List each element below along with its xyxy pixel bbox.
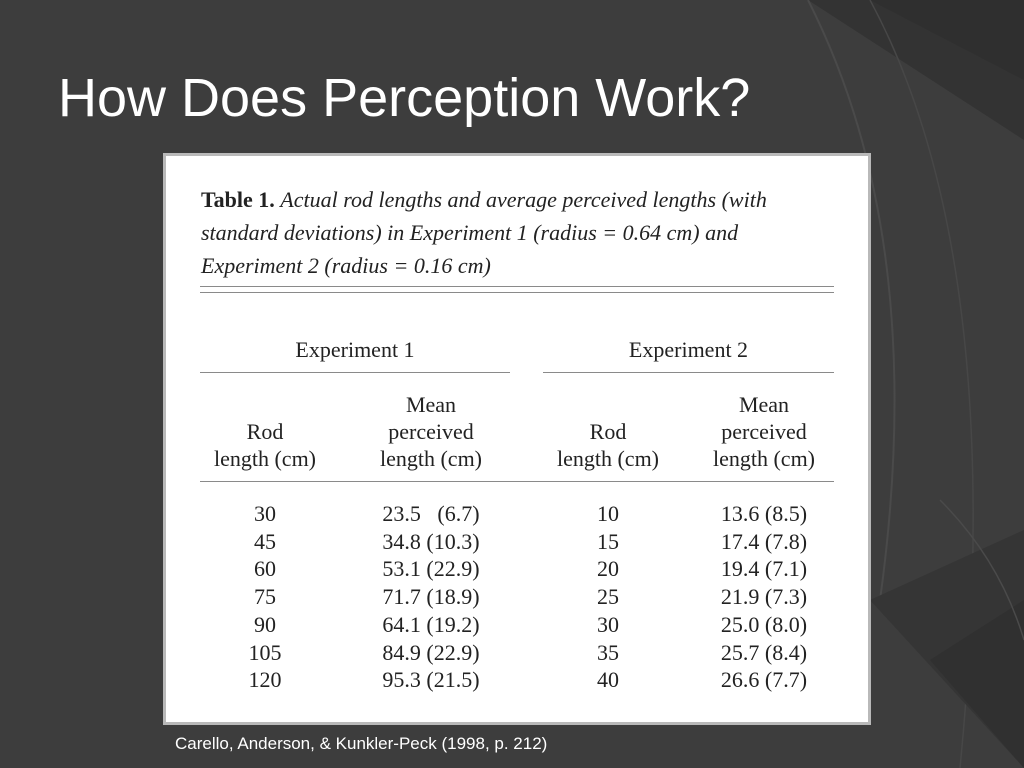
table-cell: 45 <box>254 528 276 554</box>
column-header-rod-length-2: Rod length (cm) <box>556 419 660 471</box>
table-cell: 95.3 (21.5) <box>382 667 480 693</box>
table-cell: 40 <box>597 667 619 693</box>
group-header-experiment-2: Experiment 2 <box>628 337 749 362</box>
table-caption-text: Actual rod lengths and average perceived… <box>201 187 767 278</box>
group-rule-experiment-2 <box>543 372 834 373</box>
table-cell: 105 <box>248 639 282 665</box>
table-figure: Table 1. Actual rod lengths and average … <box>163 153 871 725</box>
table-caption-label: Table 1. <box>201 187 275 212</box>
table-cell: 53.1 (22.9) <box>382 556 480 582</box>
table-cell: 13.6 (8.5) <box>720 501 808 526</box>
top-rule <box>200 286 834 287</box>
table-cell: 10 <box>597 501 619 526</box>
group-header-experiment-1: Experiment 1 <box>295 337 415 362</box>
group-rule-experiment-1 <box>200 372 510 373</box>
column-mean-perceived-experiment-2: 13.6 (8.5) 17.4 (7.8) 19.4 (7.1) 21.9 (7… <box>689 500 839 694</box>
table-cell: 30 <box>254 501 276 526</box>
column-header-mean-perceived-1: Mean perceived length (cm) <box>379 392 483 471</box>
table-cell: 35 <box>597 639 619 665</box>
source-citation: Carello, Anderson, & Kunkler-Peck (1998,… <box>175 734 548 753</box>
top-rule-double <box>200 292 834 293</box>
table-cell: 25 <box>597 584 619 610</box>
column-header-rod-length-1: Rod length (cm) <box>213 419 317 471</box>
table-cell: 71.7 (18.9) <box>382 584 480 610</box>
table-cell: 90 <box>254 611 276 637</box>
table-cell: 25.0 (8.0) <box>720 611 808 637</box>
column-header-mean-perceived-2: Mean perceived length (cm) <box>712 392 816 471</box>
table-cell: 15 <box>597 528 619 554</box>
table-caption: Table 1. Actual rod lengths and average … <box>201 183 841 282</box>
column-rod-length-experiment-1: 30 45 60 75 90 105 120 <box>200 500 330 694</box>
table-cell: 60 <box>254 556 276 582</box>
table-cell: 75 <box>254 584 276 610</box>
slide-title: How Does Perception Work? <box>58 68 751 128</box>
table-cell: 17.4 (7.8) <box>720 528 808 554</box>
table-cell: 84.9 (22.9) <box>382 639 480 665</box>
table-cell: 120 <box>248 667 282 693</box>
table-cell: 23.5 (6.7) <box>382 501 480 526</box>
table-cell: 26.6 (7.7) <box>720 667 808 693</box>
table-cell: 30 <box>597 611 619 637</box>
table-cell: 64.1 (19.2) <box>382 611 480 637</box>
header-rule <box>200 481 834 482</box>
table-cell: 25.7 (8.4) <box>720 639 808 665</box>
column-rod-length-experiment-2: 10 15 20 25 30 35 40 <box>543 500 673 694</box>
table-cell: 21.9 (7.3) <box>720 584 808 610</box>
table-cell: 20 <box>597 556 619 582</box>
column-mean-perceived-experiment-1: 23.5 (6.7) 34.8 (10.3) 53.1 (22.9) 71.7 … <box>356 500 506 694</box>
table-cell: 19.4 (7.1) <box>720 556 808 582</box>
table-cell: 34.8 (10.3) <box>382 528 480 554</box>
